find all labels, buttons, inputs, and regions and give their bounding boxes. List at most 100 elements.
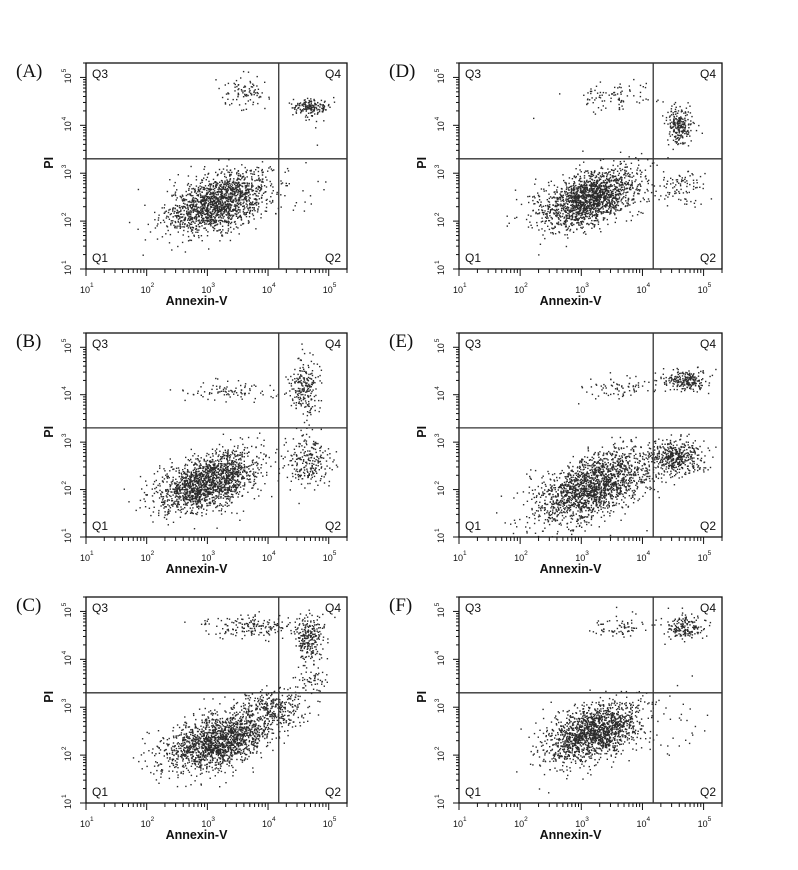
- data-point: [198, 473, 200, 475]
- data-point: [208, 493, 210, 495]
- data-point: [229, 175, 231, 177]
- data-point: [184, 507, 186, 509]
- data-point: [216, 480, 218, 482]
- data-point: [249, 204, 251, 206]
- data-point: [275, 737, 277, 739]
- data-point: [261, 180, 263, 182]
- data-point: [284, 730, 286, 732]
- data-point: [188, 189, 190, 191]
- data-point: [227, 498, 230, 500]
- data-point: [297, 476, 300, 478]
- data-point: [225, 488, 227, 491]
- data-point: [254, 397, 256, 400]
- data-point: [311, 464, 313, 467]
- data-point: [320, 456, 322, 459]
- data-point: [232, 98, 234, 101]
- data-point: [230, 479, 233, 482]
- data-point: [218, 460, 220, 462]
- data-point: [235, 79, 238, 82]
- data-point: [248, 479, 250, 481]
- data-point: [188, 193, 191, 195]
- data-point: [301, 375, 303, 377]
- data-point: [298, 377, 301, 379]
- data-point: [321, 457, 323, 459]
- data-point: [175, 215, 178, 218]
- data-point: [182, 495, 184, 497]
- data-point: [244, 383, 247, 385]
- data-point: [235, 455, 238, 457]
- data-point: [226, 205, 229, 207]
- data-point: [309, 460, 311, 462]
- data-point: [252, 752, 254, 754]
- data-point: [318, 457, 320, 460]
- data-point: [227, 495, 229, 497]
- data-point: [231, 214, 233, 216]
- data-point: [170, 481, 173, 483]
- data-point: [225, 185, 228, 187]
- data-point: [243, 201, 245, 203]
- data-point: [208, 481, 211, 483]
- data-point: [218, 159, 220, 161]
- data-point: [226, 493, 228, 495]
- data-point: [236, 471, 238, 473]
- data-point: [205, 472, 207, 474]
- data-point: [155, 479, 157, 482]
- data-point: [161, 480, 164, 482]
- data-point: [247, 220, 250, 222]
- data-point: [302, 388, 305, 390]
- data-point: [221, 188, 223, 190]
- data-point: [219, 219, 221, 222]
- data-point: [189, 486, 191, 488]
- data-point: [199, 474, 201, 477]
- x-tick-label: 10: [141, 285, 151, 295]
- x-tick-label: 10: [323, 553, 333, 563]
- data-point: [195, 225, 198, 227]
- data-point: [194, 228, 197, 230]
- data-point: [302, 370, 304, 372]
- data-point: [189, 193, 192, 195]
- data-point: [216, 714, 219, 716]
- data-point: [317, 462, 319, 464]
- data-point: [211, 497, 213, 499]
- data-point: [195, 513, 197, 515]
- data-point: [242, 466, 244, 469]
- data-point: [262, 394, 264, 396]
- data-point: [236, 171, 238, 174]
- data-point: [260, 196, 263, 199]
- data-point: [236, 191, 238, 193]
- data-point: [202, 466, 204, 468]
- data-point: [214, 201, 216, 204]
- data-point: [205, 193, 208, 196]
- data-point: [179, 217, 181, 220]
- data-point: [306, 105, 309, 107]
- data-point: [231, 468, 233, 470]
- data-point: [172, 476, 174, 479]
- data-point: [296, 458, 299, 460]
- data-point: [215, 184, 217, 186]
- data-point: [190, 227, 192, 230]
- data-point: [236, 178, 238, 181]
- data-point: [208, 490, 210, 492]
- data-point: [237, 454, 239, 456]
- data-point: [235, 226, 238, 228]
- data-point: [186, 475, 189, 477]
- data-point: [240, 466, 242, 468]
- data-point: [307, 482, 309, 485]
- data-point: [245, 213, 247, 215]
- data-point: [189, 194, 192, 196]
- data-point: [295, 391, 297, 394]
- data-point: [226, 497, 229, 500]
- data-point: [187, 218, 190, 220]
- data-point: [261, 161, 264, 163]
- data-point: [299, 474, 301, 477]
- data-point: [158, 483, 161, 485]
- data-point: [302, 390, 304, 392]
- data-point: [311, 428, 314, 431]
- data-point: [182, 471, 184, 473]
- data-point: [249, 206, 251, 209]
- data-point: [306, 377, 308, 380]
- data-point: [253, 192, 256, 195]
- data-point: [210, 483, 213, 485]
- data-point: [163, 212, 166, 214]
- data-point: [200, 464, 202, 466]
